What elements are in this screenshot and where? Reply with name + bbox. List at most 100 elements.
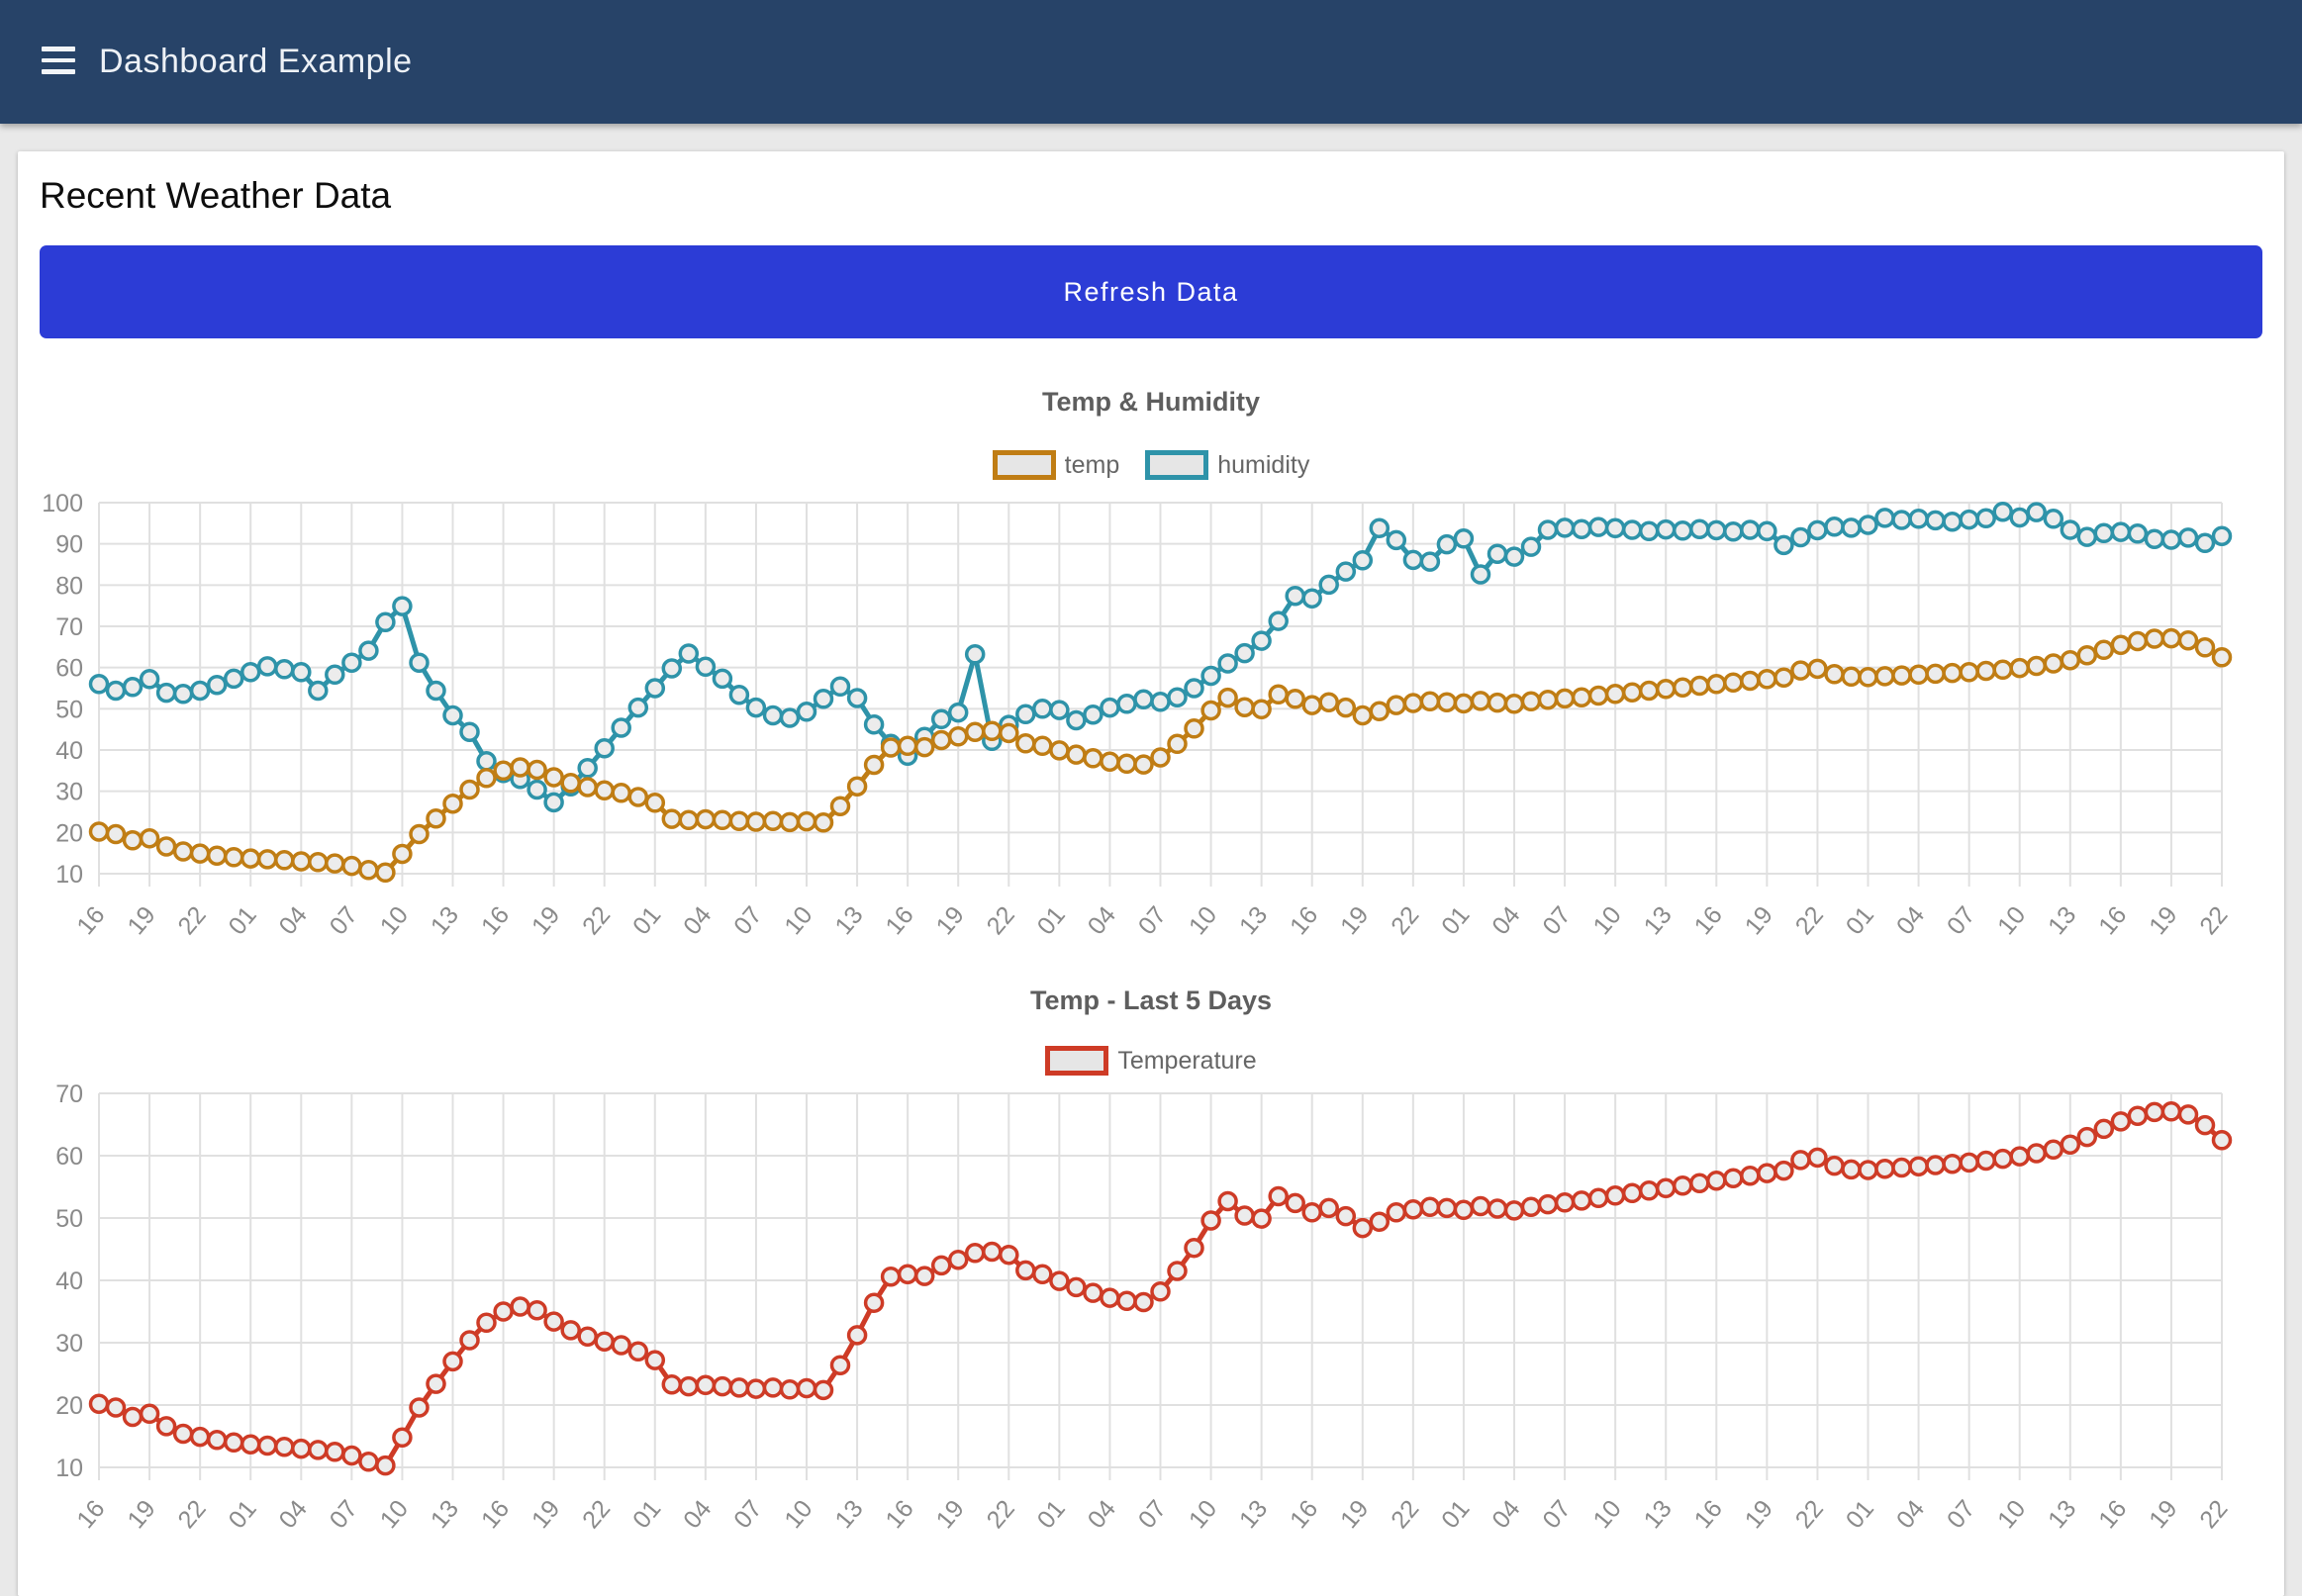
svg-text:50: 50: [55, 696, 83, 723]
svg-text:01: 01: [1436, 901, 1475, 940]
svg-text:16: 16: [1285, 901, 1323, 940]
legend-item-temp[interactable]: temp: [992, 450, 1119, 480]
svg-text:60: 60: [55, 1143, 83, 1171]
svg-text:10: 10: [55, 861, 83, 889]
svg-text:70: 70: [55, 613, 83, 641]
legend-label: humidity: [1217, 450, 1310, 479]
svg-text:04: 04: [1487, 901, 1525, 940]
temp-last-5-days-chart: 10 20 30 40 50 60 70 16 19 22 01 04 07 10 13 16 19 22 01 04…: [55, 1080, 2233, 1534]
svg-text:13: 13: [1638, 1495, 1677, 1534]
chart2-title: Temp - Last 5 Days: [1029, 986, 1273, 1015]
svg-text:04: 04: [678, 901, 717, 940]
svg-text:22: 22: [2194, 1495, 2233, 1534]
svg-text:07: 07: [1942, 1495, 1980, 1534]
svg-text:13: 13: [2043, 901, 2081, 940]
svg-text:10: 10: [55, 1455, 83, 1482]
svg-text:19: 19: [1740, 1495, 1778, 1534]
chart1-legend: temp humidity: [18, 450, 2284, 480]
svg-text:04: 04: [1083, 1495, 1121, 1534]
svg-text:19: 19: [1335, 1495, 1374, 1534]
svg-text:04: 04: [1891, 1495, 1930, 1534]
legend-label: Temperature: [1117, 1046, 1257, 1075]
svg-text:19: 19: [122, 1495, 160, 1534]
svg-text:07: 07: [325, 901, 363, 940]
svg-text:04: 04: [1487, 1495, 1525, 1534]
temp-humidity-chart: 10 20 30 40 50 60 70 80 90 100 16 19 22 01 04 07 10 13 16 1…: [42, 490, 2233, 940]
svg-text:10: 10: [375, 1495, 414, 1534]
svg-text:50: 50: [55, 1205, 83, 1233]
svg-text:13: 13: [426, 901, 464, 940]
svg-text:22: 22: [172, 1495, 211, 1534]
svg-text:22: 22: [577, 901, 616, 940]
svg-text:22: 22: [2194, 901, 2233, 940]
legend-item-temperature[interactable]: Temperature: [1045, 1046, 1257, 1076]
svg-text:16: 16: [880, 1495, 918, 1534]
svg-text:100: 100: [42, 490, 83, 517]
svg-text:04: 04: [274, 901, 313, 940]
svg-text:07: 07: [1537, 1495, 1576, 1534]
svg-text:10: 10: [1184, 901, 1222, 940]
svg-text:10: 10: [1992, 901, 2031, 940]
svg-text:16: 16: [476, 901, 515, 940]
svg-text:07: 07: [728, 901, 767, 940]
svg-text:07: 07: [1942, 901, 1980, 940]
svg-text:30: 30: [55, 1330, 83, 1358]
svg-text:19: 19: [122, 901, 160, 940]
legend-swatch: [1145, 450, 1209, 480]
navbar: Dashboard Example: [0, 0, 2302, 124]
svg-text:07: 07: [1133, 1495, 1172, 1534]
svg-text:40: 40: [55, 1267, 83, 1295]
svg-text:13: 13: [829, 1495, 868, 1534]
svg-text:60: 60: [55, 655, 83, 683]
svg-text:10: 10: [1184, 1495, 1222, 1534]
svg-text:10: 10: [1992, 1495, 2031, 1534]
svg-text:22: 22: [1790, 1495, 1829, 1534]
svg-text:01: 01: [1841, 901, 1879, 940]
svg-text:30: 30: [55, 779, 83, 806]
svg-text:10: 10: [779, 901, 817, 940]
svg-text:16: 16: [71, 901, 110, 940]
svg-text:13: 13: [426, 1495, 464, 1534]
svg-text:19: 19: [930, 1495, 969, 1534]
svg-text:20: 20: [55, 819, 83, 847]
content-card: Recent Weather Data Refresh Data Temp & …: [18, 151, 2284, 1596]
svg-text:01: 01: [223, 901, 261, 940]
svg-text:16: 16: [2093, 1495, 2132, 1534]
svg-text:07: 07: [728, 1495, 767, 1534]
svg-text:10: 10: [1587, 901, 1626, 940]
svg-text:16: 16: [476, 1495, 515, 1534]
svg-text:19: 19: [527, 901, 565, 940]
svg-text:01: 01: [223, 1495, 261, 1534]
svg-text:22: 22: [982, 901, 1020, 940]
chart2-legend: Temperature: [18, 1046, 2284, 1076]
svg-text:22: 22: [1386, 1495, 1424, 1534]
svg-text:10: 10: [779, 1495, 817, 1534]
legend-item-humidity[interactable]: humidity: [1145, 450, 1309, 480]
svg-text:13: 13: [2043, 1495, 2081, 1534]
legend-swatch: [1045, 1046, 1109, 1076]
svg-text:01: 01: [1841, 1495, 1879, 1534]
svg-text:70: 70: [55, 1080, 83, 1108]
svg-text:16: 16: [1285, 1495, 1323, 1534]
svg-text:13: 13: [1638, 901, 1677, 940]
svg-text:01: 01: [627, 1495, 666, 1534]
svg-text:22: 22: [172, 901, 211, 940]
svg-text:04: 04: [1083, 901, 1121, 940]
svg-text:22: 22: [577, 1495, 616, 1534]
svg-text:04: 04: [274, 1495, 313, 1534]
svg-text:10: 10: [375, 901, 414, 940]
svg-text:22: 22: [1386, 901, 1424, 940]
svg-text:13: 13: [1234, 1495, 1273, 1534]
chart1-title: Temp & Humidity: [1041, 387, 1260, 417]
svg-text:04: 04: [678, 1495, 717, 1534]
svg-text:19: 19: [527, 1495, 565, 1534]
svg-text:01: 01: [1436, 1495, 1475, 1534]
menu-icon[interactable]: [42, 47, 77, 76]
svg-text:16: 16: [71, 1495, 110, 1534]
refresh-data-button[interactable]: Refresh Data: [40, 245, 2262, 338]
svg-text:40: 40: [55, 737, 83, 765]
svg-text:16: 16: [2093, 901, 2132, 940]
svg-text:22: 22: [982, 1495, 1020, 1534]
svg-text:04: 04: [1891, 901, 1930, 940]
svg-text:07: 07: [325, 1495, 363, 1534]
